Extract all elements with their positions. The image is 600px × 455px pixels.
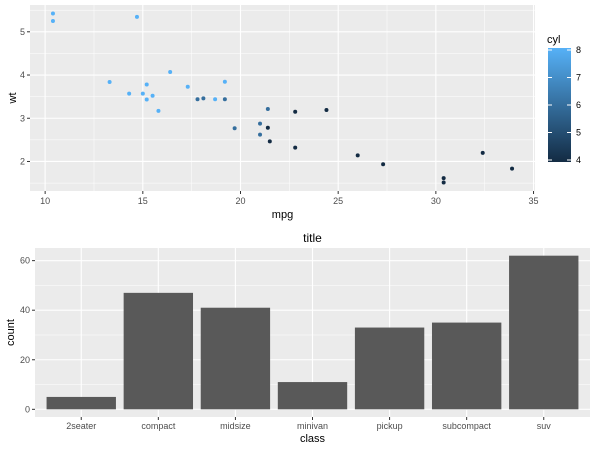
legend-tick-label: 6 (576, 100, 581, 110)
bar-2seater (46, 396, 116, 410)
x-axis-title: class (300, 433, 326, 445)
x-tick-label: 20 (235, 196, 245, 206)
x-tick-label: subcompact (442, 421, 491, 431)
bar-suv (509, 255, 579, 410)
y-tick-label: 5 (20, 27, 25, 37)
x-tick-label: 30 (431, 196, 441, 206)
x-tick-label: 15 (138, 196, 148, 206)
data-point (355, 153, 360, 158)
data-point (134, 14, 139, 19)
y-tick-label: 4 (20, 70, 25, 80)
data-point (381, 162, 386, 167)
x-tick-label: 25 (333, 196, 343, 206)
bar-subcompact (431, 322, 502, 410)
chart-title: title (303, 231, 322, 245)
y-tick-label: 60 (20, 256, 30, 266)
data-point (441, 180, 446, 185)
x-tick-label: suv (537, 421, 552, 431)
data-point (222, 97, 227, 102)
data-point (50, 11, 55, 16)
data-point (324, 108, 329, 113)
data-point (265, 106, 270, 111)
data-point (185, 84, 190, 89)
data-point (144, 82, 149, 87)
data-point (222, 79, 227, 84)
data-point (140, 91, 145, 96)
x-tick-label: 10 (40, 196, 50, 206)
data-point (195, 97, 200, 102)
x-axis-title: mpg (272, 209, 293, 221)
y-axis-title: wt (7, 93, 19, 105)
data-point (156, 108, 161, 113)
legend-tick-label: 4 (576, 155, 581, 165)
bar-minivan (277, 382, 348, 410)
legend-tick-label: 7 (576, 73, 581, 83)
data-point (50, 18, 55, 23)
data-point (265, 125, 270, 130)
data-point (510, 166, 515, 171)
data-point (127, 91, 132, 96)
x-tick-label: 2seater (66, 421, 96, 431)
legend-tick-label: 8 (576, 45, 581, 55)
bar-midsize (200, 307, 271, 410)
x-tick-label: compact (141, 421, 176, 431)
y-tick-label: 40 (20, 305, 30, 315)
legend-colorbar (548, 48, 571, 162)
legend-tick-label: 5 (576, 128, 581, 138)
x-tick-label: pickup (377, 421, 403, 431)
data-point (150, 93, 155, 98)
bar-pickup (354, 327, 425, 410)
data-point (267, 139, 272, 144)
y-tick-label: 3 (20, 113, 25, 123)
y-tick-label: 2 (20, 156, 25, 166)
data-point (293, 145, 298, 150)
data-point (232, 126, 237, 131)
data-point (107, 79, 112, 84)
data-point (168, 69, 173, 74)
data-point (201, 96, 206, 101)
x-tick-label: minivan (297, 421, 328, 431)
scatter-panel (30, 5, 535, 191)
x-tick-label: midsize (220, 421, 251, 431)
data-point (258, 121, 263, 126)
data-point (144, 97, 149, 102)
data-point (213, 97, 218, 102)
y-tick-label: 0 (25, 404, 30, 414)
data-point (293, 109, 298, 114)
y-tick-label: 20 (20, 355, 30, 365)
data-point (441, 176, 446, 181)
x-tick-label: 35 (529, 196, 539, 206)
data-point (480, 150, 485, 155)
data-point (258, 132, 263, 137)
bar-compact (123, 292, 194, 410)
y-axis-title: count (5, 319, 17, 346)
legend-title: cyl (547, 34, 560, 46)
